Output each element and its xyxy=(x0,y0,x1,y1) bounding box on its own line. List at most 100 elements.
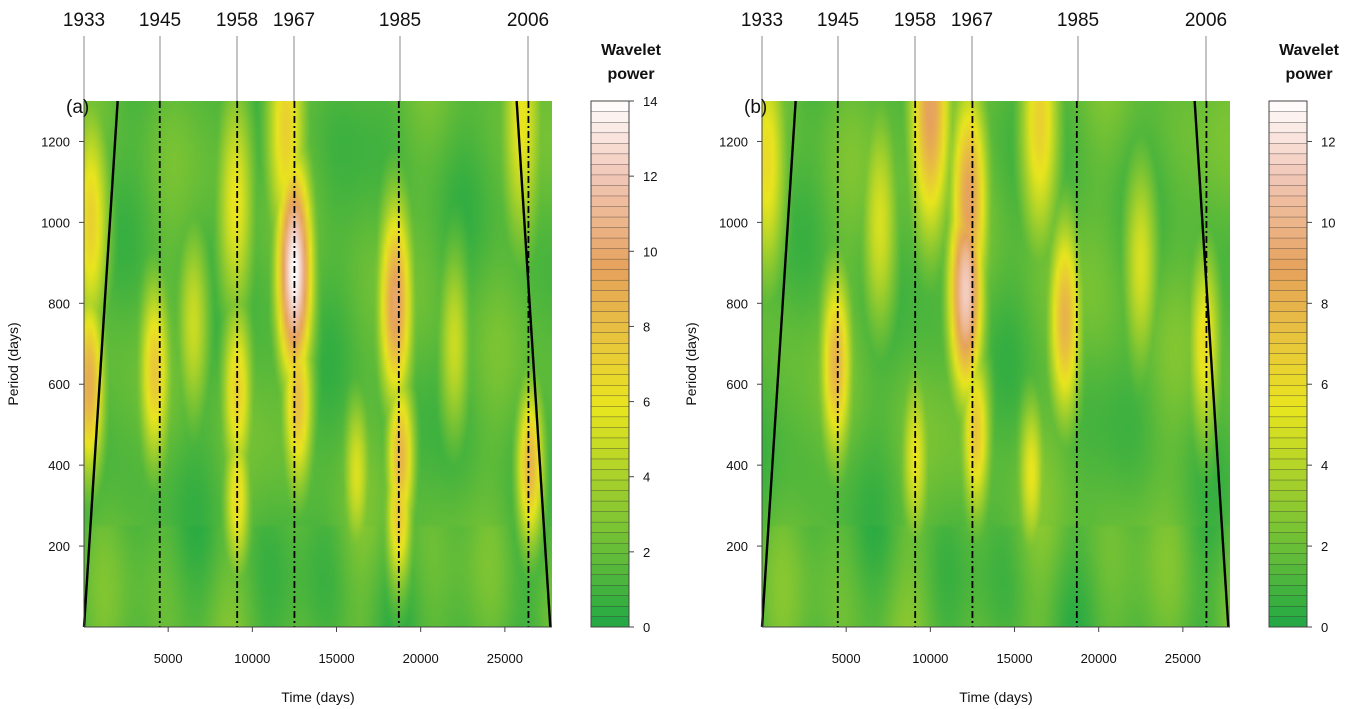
colorbar-level xyxy=(1268,616,1308,628)
colorbar-level xyxy=(590,142,630,155)
colorbar: 0 2 4 6 8 10 12 14 Wavelet power xyxy=(590,42,662,635)
colorbar-level xyxy=(590,279,630,291)
event-year-label: 1985 xyxy=(379,10,421,31)
y-tick-label: 1000 xyxy=(41,215,70,230)
colorbar-tick-label: 14 xyxy=(643,94,657,109)
y-tick-label: 400 xyxy=(48,458,70,473)
x-tick-label: 20000 xyxy=(403,651,439,666)
x-tick-label: 15000 xyxy=(996,651,1032,666)
colorbar-level xyxy=(590,500,630,512)
colorbar-tick-label: 0 xyxy=(643,620,650,635)
colorbar-level xyxy=(590,521,630,533)
colorbar-tick-label: 6 xyxy=(643,395,650,410)
colorbar-level xyxy=(590,384,630,397)
colorbar-tick-label: 2 xyxy=(643,545,650,560)
x-tick-label: 25000 xyxy=(487,651,523,666)
colorbar-level xyxy=(1268,227,1308,239)
colorbar-title-line1: Wavelet xyxy=(601,42,662,59)
event-year-label: 1945 xyxy=(139,10,181,31)
colorbar-level xyxy=(590,490,630,502)
colorbar-level xyxy=(1268,100,1308,112)
y-tick-label: 1200 xyxy=(719,134,748,149)
colorbar-level xyxy=(1268,290,1308,302)
colorbar-level xyxy=(590,374,630,386)
colorbar-level xyxy=(590,174,630,186)
colorbar-level xyxy=(1268,500,1308,512)
colorbar-level xyxy=(1268,521,1308,533)
colorbar-level xyxy=(590,542,630,554)
colorbar-level xyxy=(590,100,630,112)
colorbar-level xyxy=(1268,121,1308,134)
y-tick-label: 1200 xyxy=(41,134,70,149)
colorbar-level xyxy=(1268,206,1308,218)
colorbar-level xyxy=(590,237,630,249)
colorbar-level xyxy=(1268,605,1308,617)
colorbar-level xyxy=(1268,342,1308,354)
colorbar-level xyxy=(1268,490,1308,502)
colorbar-level xyxy=(590,479,630,491)
x-axis-title: Time (days) xyxy=(959,689,1032,705)
y-tick-label: 200 xyxy=(48,539,70,554)
colorbar-level xyxy=(590,311,630,323)
colorbar-tick-label: 8 xyxy=(643,319,650,334)
event-year-label: 2006 xyxy=(1185,10,1227,31)
colorbar-level xyxy=(1268,153,1308,165)
colorbar-tick-label: 8 xyxy=(1321,296,1328,311)
colorbar-level xyxy=(590,458,630,470)
cone-of-influence-right xyxy=(515,100,552,628)
x-tick-label: 10000 xyxy=(234,651,270,666)
colorbar-level xyxy=(1268,184,1308,197)
colorbar: 0 2 4 6 8 10 12 Wavelet power xyxy=(1268,42,1340,635)
colorbar-level xyxy=(590,532,630,544)
colorbar-level xyxy=(590,363,630,375)
colorbar-level xyxy=(1268,563,1308,575)
colorbar-level xyxy=(590,342,630,354)
colorbar-level xyxy=(590,595,630,607)
colorbar-level xyxy=(590,184,630,197)
y-tick-label: 800 xyxy=(726,296,748,311)
colorbar-frame xyxy=(1268,100,1308,628)
colorbar-level xyxy=(1268,595,1308,607)
panel-label: (a) xyxy=(66,97,89,118)
colorbar-tick-label: 12 xyxy=(643,169,657,184)
colorbar-level xyxy=(1268,269,1308,281)
x-axis-title: Time (days) xyxy=(281,689,354,705)
colorbar-level xyxy=(1268,584,1308,596)
colorbar-tick-label: 6 xyxy=(1321,377,1328,392)
wavelet-power-heatmap xyxy=(762,101,1230,627)
colorbar-level xyxy=(590,195,630,207)
colorbar-tick-label: 0 xyxy=(1321,620,1328,635)
colorbar-level xyxy=(1268,174,1308,186)
colorbar-level xyxy=(590,248,630,260)
colorbar-level xyxy=(590,227,630,239)
colorbar-level xyxy=(590,153,630,165)
x-tick-label: 10000 xyxy=(912,651,948,666)
colorbar-level xyxy=(1268,142,1308,155)
colorbar-level xyxy=(1268,458,1308,470)
colorbar-title-line1: Wavelet xyxy=(1279,42,1340,59)
colorbar-tick-label: 4 xyxy=(1321,458,1328,473)
colorbar-level xyxy=(590,111,630,123)
x-tick-label: 5000 xyxy=(154,651,183,666)
colorbar-level xyxy=(1268,311,1308,323)
colorbar-level xyxy=(1268,195,1308,207)
colorbar-level xyxy=(1268,542,1308,554)
colorbar-title-line2: power xyxy=(607,66,654,83)
colorbar-level xyxy=(590,511,630,523)
colorbar-level xyxy=(1268,132,1308,144)
colorbar-level xyxy=(590,321,630,333)
y-tick-label: 400 xyxy=(726,458,748,473)
y-axis-title: Period (days) xyxy=(683,322,699,405)
colorbar-level xyxy=(1268,511,1308,523)
colorbar-level xyxy=(590,269,630,281)
colorbar-level xyxy=(1268,332,1308,344)
event-year-label: 1967 xyxy=(273,10,315,31)
y-axis-title: Period (days) xyxy=(5,322,21,405)
colorbar-level xyxy=(1268,574,1308,586)
colorbar-tick-label: 10 xyxy=(1321,215,1335,230)
x-tick-label: 5000 xyxy=(832,651,861,666)
colorbar-level xyxy=(1268,447,1308,460)
y-tick-label: 1000 xyxy=(719,215,748,230)
colorbar-level xyxy=(1268,258,1308,270)
